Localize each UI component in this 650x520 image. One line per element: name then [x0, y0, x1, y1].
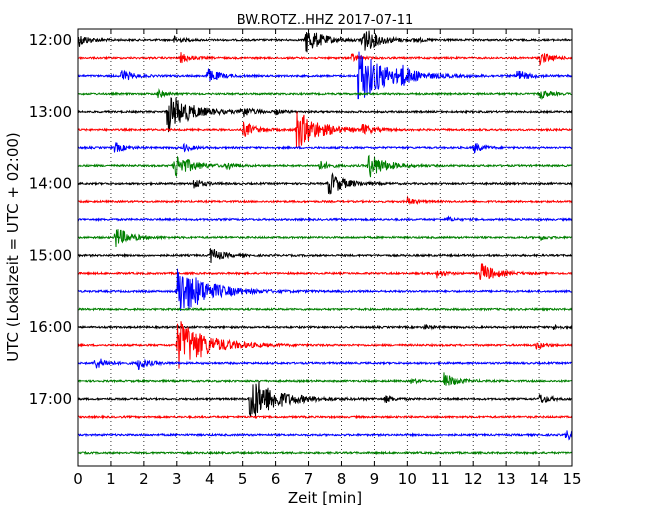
x-tick-label: 12 — [464, 470, 483, 488]
x-tick-label: 13 — [497, 470, 516, 488]
trace-1515 — [77, 263, 573, 281]
x-tick-label: 4 — [205, 470, 215, 488]
x-tick-label: 2 — [139, 470, 149, 488]
y-tick-label: 13:00 — [29, 103, 72, 121]
y-tick-label: 17:00 — [29, 390, 72, 408]
y-tick-label: 14:00 — [29, 175, 72, 193]
y-axis-ticks: 12:00 13:00 14:00 15:00 16:00 17:00 — [29, 31, 572, 408]
vertical-grid — [110, 29, 540, 466]
y-axis-label: UTC (Lokalzeit = UTC + 02:00) — [4, 132, 22, 362]
x-tick-label: 6 — [271, 470, 281, 488]
x-axis-label: Zeit [min] — [288, 489, 362, 507]
trace-1630 — [77, 358, 573, 371]
trace-1615 — [77, 321, 573, 369]
x-tick-label: 8 — [337, 470, 347, 488]
x-tick-label: 9 — [370, 470, 380, 488]
x-tick-label: 5 — [238, 470, 248, 488]
trace-1700 — [77, 381, 573, 418]
y-tick-label: 15:00 — [29, 246, 72, 264]
x-tick-label: 1 — [106, 470, 116, 488]
trace-1200 — [77, 30, 573, 53]
trace-1330 — [77, 142, 573, 154]
trace-1500 — [77, 248, 573, 264]
trace-1430 — [77, 215, 573, 223]
trace-1645 — [77, 372, 573, 386]
plot-frame — [77, 28, 573, 467]
trace-1745 — [78, 450, 573, 456]
y-tick-label: 16:00 — [29, 318, 72, 336]
x-axis-ticks: 0 1 2 3 4 5 6 7 8 9 10 11 12 13 14 15 — [73, 29, 582, 488]
trace-1300 — [77, 97, 573, 133]
trace-1230 — [77, 51, 573, 100]
trace-1415 — [77, 195, 573, 206]
x-tick-label: 14 — [530, 470, 549, 488]
x-tick-label: 11 — [431, 470, 450, 488]
trace-1215 — [77, 52, 573, 66]
trace-1530 — [77, 268, 573, 311]
x-tick-label: 0 — [73, 470, 83, 488]
y-tick-label: 12:00 — [29, 31, 72, 49]
trace-1545 — [78, 306, 573, 312]
x-tick-label: 7 — [304, 470, 314, 488]
trace-1400 — [77, 172, 573, 195]
trace-group — [77, 30, 573, 456]
trace-1445 — [77, 229, 573, 248]
x-tick-label: 3 — [172, 470, 182, 488]
x-tick-label: 15 — [562, 470, 581, 488]
trace-1730 — [77, 430, 573, 441]
trace-1715 — [77, 414, 573, 420]
trace-1600 — [77, 323, 573, 331]
trace-1345 — [77, 154, 573, 178]
x-tick-label: 10 — [398, 470, 417, 488]
trace-1245 — [77, 88, 573, 101]
trace-1315 — [77, 111, 573, 148]
chart-title: BW.ROTZ..HHZ 2017-07-11 — [237, 13, 413, 28]
